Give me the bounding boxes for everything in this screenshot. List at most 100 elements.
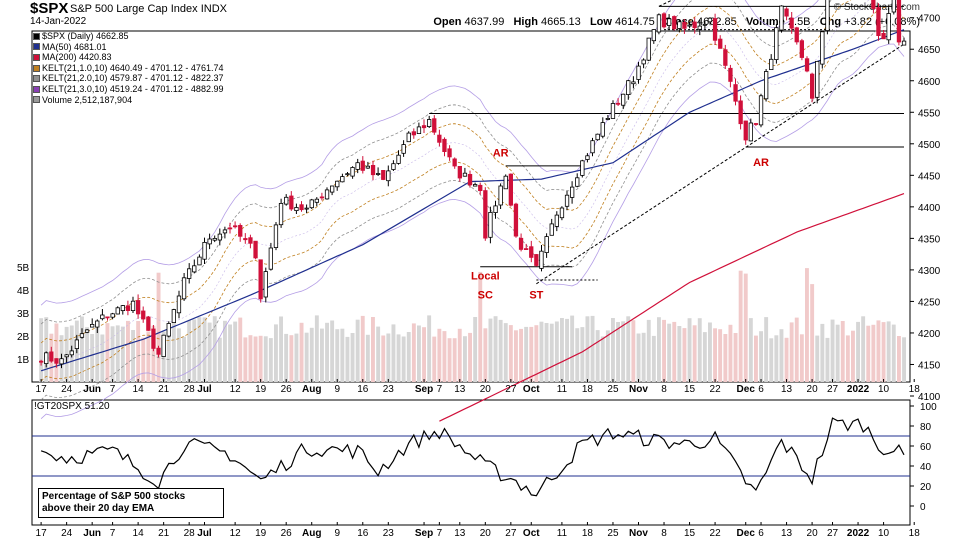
volume-bar — [590, 315, 595, 382]
indicator-tick-label: 0 — [920, 502, 926, 513]
keltner-lower-3 — [40, 43, 905, 419]
volume-bar — [217, 337, 222, 382]
volume-bar — [330, 320, 335, 382]
volume-bar — [508, 325, 513, 382]
x-tick-label-price: Sep — [415, 384, 433, 395]
candle-body — [472, 184, 478, 187]
candle-body — [646, 37, 651, 61]
low-value: 4614.75 — [615, 16, 655, 28]
candle-body — [595, 133, 600, 141]
indicator-tick-label: 80 — [920, 422, 932, 433]
volume-bar — [657, 317, 661, 382]
candle-body — [381, 169, 386, 180]
legend-text-ma200: MA(200) 4420.83 — [42, 52, 112, 63]
candle-body — [324, 189, 330, 200]
candle-body — [130, 300, 136, 312]
candle-body — [64, 354, 69, 358]
volume-bar — [478, 271, 483, 382]
annotation-label: AR — [753, 157, 769, 169]
candle-body — [49, 351, 54, 362]
price-tick-label: 4650 — [918, 45, 941, 56]
candle-body — [345, 173, 350, 176]
candle-body — [549, 223, 554, 236]
volume-bar — [39, 318, 44, 382]
candle-body — [416, 126, 422, 135]
candle-body — [667, 18, 672, 26]
volume-bar — [697, 318, 702, 382]
candle-body — [605, 118, 610, 120]
legend-item-kelt2: KELT(21,2.0,10) 4579.87 - 4701.12 - 4822… — [33, 73, 223, 84]
candle-body — [156, 347, 161, 355]
candle-body — [421, 125, 427, 129]
x-tick-label-indicator: 16 — [357, 528, 369, 539]
candle-body — [462, 172, 468, 177]
volume-bar — [417, 325, 421, 382]
candle-body — [181, 277, 187, 300]
volume-bar — [95, 328, 100, 382]
candle-body — [687, 24, 692, 27]
volume-bar — [396, 334, 401, 382]
candle-body — [636, 65, 641, 80]
volume-bar — [810, 284, 815, 382]
volume-bar — [805, 268, 809, 382]
x-tick-label-indicator: 15 — [684, 528, 696, 539]
candle-body — [677, 21, 682, 29]
legend-item-ma200: MA(200) 4420.83 — [33, 52, 223, 63]
x-tick-label-price: 13 — [454, 384, 466, 395]
volume-bar — [120, 326, 125, 382]
volume-bar — [243, 337, 248, 382]
candle-body — [350, 167, 355, 177]
volume-bar — [493, 316, 498, 382]
volume-bar — [514, 330, 518, 382]
x-tick-label-price: 7 — [110, 384, 116, 395]
legend-text-volume: Volume 2,512,187,904 — [42, 94, 133, 105]
candle-body — [891, 0, 896, 13]
volume-bar — [600, 336, 605, 382]
volume-bar — [626, 316, 631, 382]
candle-body — [774, 27, 779, 61]
legend-item-volume: Volume 2,512,187,904 — [33, 95, 223, 106]
candle-body — [748, 122, 753, 142]
candle-body — [406, 132, 411, 143]
candle-body — [457, 165, 463, 179]
candle-body — [90, 323, 95, 328]
volume-bar — [708, 322, 712, 382]
volume-bar — [759, 331, 763, 382]
candle-body — [723, 49, 728, 66]
candle-body — [314, 198, 320, 203]
volume-bar — [325, 322, 329, 382]
candle-body — [355, 162, 360, 170]
candle-body — [146, 316, 151, 331]
volume-bar — [197, 317, 202, 382]
volume-bar — [605, 330, 610, 382]
volume-bar — [851, 330, 855, 382]
candle-body — [886, 13, 891, 41]
candle-body — [600, 122, 605, 137]
candle-body — [672, 16, 677, 30]
x-tick-label-price: 12 — [230, 384, 242, 395]
volume-bar — [575, 328, 580, 382]
chg-label: Chg — [819, 16, 842, 28]
candle-body — [309, 199, 314, 209]
keltner-midline — [40, 0, 870, 363]
volume-bar — [483, 328, 488, 382]
volume-bar — [621, 321, 626, 382]
candle-body — [820, 31, 825, 65]
volume-bar — [539, 321, 544, 382]
x-tick-label-price: 27 — [505, 384, 517, 395]
candle-body — [207, 238, 212, 245]
x-tick-label-indicator: 13 — [454, 528, 466, 539]
volume-tick-label: 3B — [17, 309, 30, 320]
x-tick-label-indicator: 17 — [36, 528, 48, 539]
volume-bar — [187, 320, 192, 382]
candle-body — [69, 350, 74, 356]
volume-bar — [401, 336, 406, 382]
volume-bar — [182, 336, 186, 382]
candle-body — [105, 316, 110, 319]
volume-bar — [146, 331, 151, 382]
candle-body — [192, 265, 197, 273]
candle-body — [712, 18, 718, 41]
legend-swatch-price — [33, 32, 40, 40]
legend-text-price: $SPX (Daily) 4662.85 — [42, 31, 129, 41]
candle-body — [141, 310, 146, 320]
